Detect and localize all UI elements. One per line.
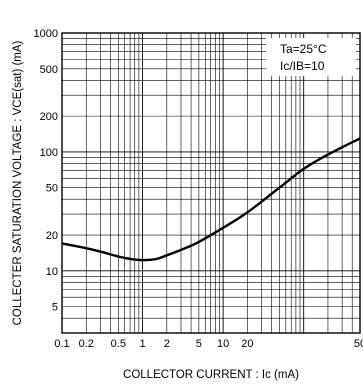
annotation-temperature: Ta=25°C [280,42,327,56]
grid-lines [62,33,360,333]
x-tick-label: 0.2 [79,338,94,350]
y-tick-label: 20 [46,230,58,242]
plot-frame [61,32,361,334]
x-tick-label: 5 [196,338,202,350]
y-tick-label: 5 [52,302,58,314]
y-tick-label: 10 [46,266,58,278]
x-axis-label: COLLECTOR CURRENT : Ic (mA) [123,369,299,381]
plot-curves [61,137,361,262]
y-tick-labels: 5 10 20 50 100 200 500 1000 [34,28,58,314]
x-tick-label: 1 [140,338,146,350]
x-tick-label: 0.5 [111,338,126,350]
y-tick-label: 500 [40,64,58,76]
y-axis-label: COLLECTER SATURATION VOLTAGE : VCE(sat) … [12,40,24,325]
y-tick-label: 1000 [34,28,58,40]
x-tick-label: 50 [354,338,363,350]
x-tick-label: 20 [241,338,253,350]
annotation-current-ratio: Ic/IB=10 [280,59,325,73]
y-tick-label: 50 [46,183,58,195]
legend-box [266,38,356,76]
x-tick-label: 0.1 [54,338,69,350]
x-tick-label: 2 [164,338,170,350]
y-tick-label: 200 [40,111,58,123]
x-tick-label: 10 [217,338,229,350]
series-line [61,137,361,262]
x-tick-labels: 0.1 0.2 0.5 1 2 5 10 20 50 [54,338,363,350]
y-tick-label: 100 [40,147,58,159]
